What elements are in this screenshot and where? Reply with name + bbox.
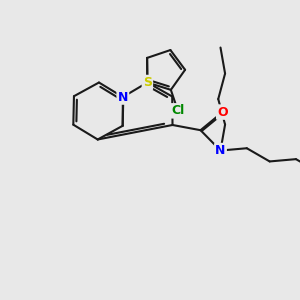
- Text: S: S: [143, 76, 152, 89]
- Text: N: N: [215, 144, 226, 157]
- Text: N: N: [118, 91, 128, 103]
- Text: O: O: [217, 106, 228, 118]
- Text: Cl: Cl: [171, 104, 184, 117]
